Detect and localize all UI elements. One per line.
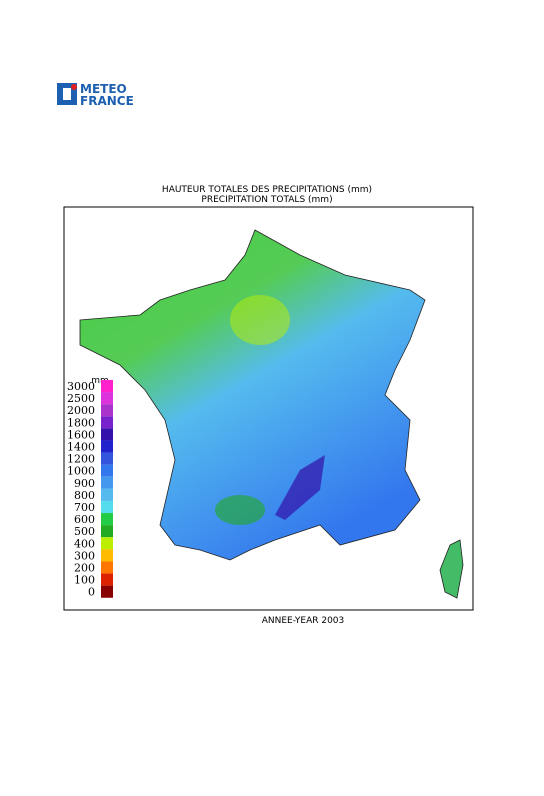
legend-swatch	[101, 500, 113, 514]
legend-swatch	[101, 440, 113, 453]
legend: mm 3000250020001800160014001200100090080…	[67, 376, 113, 599]
logo-dot	[71, 84, 77, 90]
legend-swatch	[101, 416, 113, 429]
legend-swatch	[101, 392, 113, 405]
legend-swatch	[101, 573, 113, 586]
legend-swatch	[101, 464, 113, 477]
legend-label: 700	[74, 501, 95, 514]
legend-swatch	[101, 549, 113, 562]
legend-label: 1000	[67, 465, 95, 478]
legend-label: 1600	[67, 428, 95, 441]
legend-label: 2500	[67, 392, 95, 405]
legend-swatch	[101, 379, 113, 393]
legend-swatch	[101, 525, 113, 538]
legend-swatch	[101, 537, 113, 550]
legend-swatch	[101, 404, 113, 417]
legend-label: 500	[74, 525, 95, 538]
legend-unit: mm	[91, 376, 109, 386]
legend-swatch	[101, 428, 113, 441]
legend-label: 0	[88, 586, 95, 599]
logo: METEO FRANCE	[57, 82, 134, 108]
legend-label: 3000	[67, 380, 95, 393]
logo-text: FRANCE	[80, 94, 134, 108]
legend-label: 1400	[67, 441, 95, 454]
legend-label: 400	[74, 537, 95, 550]
legend-label: 1800	[67, 416, 95, 429]
legend-swatch	[101, 476, 113, 489]
map-subtitle: PRECIPITATION TOTALS (mm)	[201, 195, 332, 205]
logo-text: METEO	[80, 82, 127, 96]
legend-label: 1200	[67, 453, 95, 466]
legend-label: 200	[74, 562, 95, 575]
france-map	[79, 229, 426, 561]
legend-swatch	[101, 488, 113, 501]
legend-label: 2000	[67, 404, 95, 417]
map-region	[230, 295, 290, 345]
map-region	[215, 495, 265, 525]
map-footer: ANNEE-YEAR 2003	[262, 616, 345, 626]
legend-swatch	[101, 452, 113, 465]
map-title: HAUTEUR TOTALES DES PRECIPITATIONS (mm)	[162, 185, 372, 195]
legend-label: 800	[74, 489, 95, 502]
map-region	[275, 455, 325, 520]
legend-label: 600	[74, 513, 95, 526]
map-frame	[63, 206, 474, 611]
legend-swatch	[101, 561, 113, 574]
legend-swatch	[101, 513, 113, 526]
logo-icon-inner	[63, 88, 71, 100]
legend-label: 300	[74, 549, 95, 562]
corsica-map	[439, 539, 464, 599]
legend-label: 900	[74, 477, 95, 490]
legend-swatch	[101, 585, 113, 598]
legend-label: 100	[74, 574, 95, 587]
